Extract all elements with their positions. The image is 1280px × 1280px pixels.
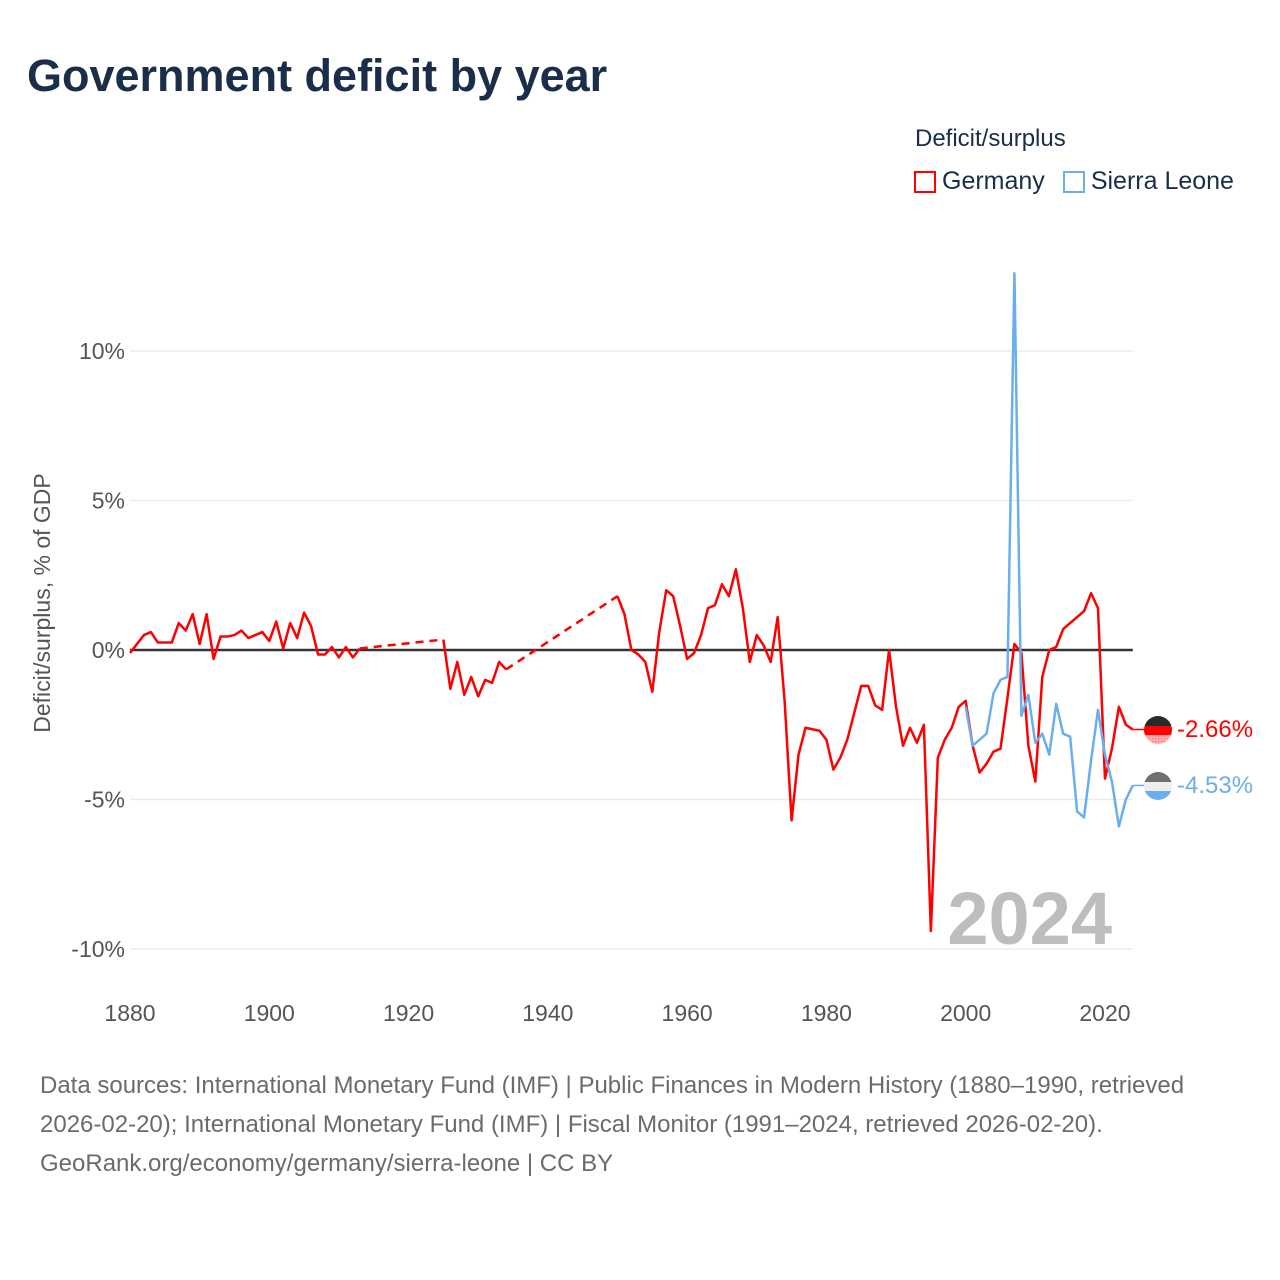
- germany-line-segment: [616, 568, 1134, 933]
- legend: Germany Sierra Leone: [914, 167, 1234, 196]
- germany-gap-line: [505, 595, 619, 671]
- legend-swatch-germany: [914, 170, 936, 193]
- x-tick-label: 2000: [940, 1000, 991, 1026]
- germany-gap-line: [359, 638, 444, 650]
- series-sierra-leone: [964, 272, 1145, 828]
- x-tick-label: 1880: [104, 1000, 155, 1026]
- x-tick-label: 1920: [383, 1000, 434, 1026]
- germany-line-segment: [442, 639, 507, 698]
- credit-link[interactable]: GeoRank.org/economy/germany/sierra-leone…: [40, 1150, 614, 1177]
- legend-item-sierra-leone[interactable]: Sierra Leone: [1062, 167, 1234, 196]
- x-tick-label: 2020: [1079, 1000, 1130, 1026]
- germany-end-label: -2.66%: [1177, 716, 1253, 743]
- data-sources: Data sources: International Monetary Fun…: [40, 1072, 1185, 1138]
- x-tick-label: 1980: [801, 1000, 852, 1026]
- sierra-leone-end-label: -4.53%: [1177, 772, 1253, 799]
- x-tick-label: 1900: [244, 1000, 295, 1026]
- y-tick-label: 10%: [79, 338, 125, 364]
- sierra-leone-line-segment: [964, 272, 1134, 828]
- series-germany: [129, 568, 1145, 933]
- footer: Data sources: International Monetary Fun…: [40, 1066, 1240, 1183]
- germany-line-segment: [129, 611, 361, 661]
- year-watermark: 2024: [947, 877, 1112, 960]
- sierra-leone-end-marker: [1144, 772, 1172, 800]
- y-tick-label: -10%: [71, 936, 125, 962]
- x-tick-label: 1960: [662, 1000, 713, 1026]
- legend-swatch-sierra-leone: [1062, 170, 1085, 193]
- legend-title: Deficit/surplus: [915, 125, 1066, 152]
- x-tick-label: 1940: [522, 1000, 573, 1026]
- chart-title: Government deficit by year: [27, 50, 608, 101]
- y-tick-label: 0%: [92, 637, 125, 663]
- legend-item-germany[interactable]: Germany: [914, 167, 1045, 196]
- y-tick-label: 5%: [92, 488, 125, 514]
- y-tick-label: -5%: [84, 787, 125, 813]
- y-axis-label: Deficit/surplus, % of GDP: [29, 473, 55, 732]
- germany-end-marker: [1144, 716, 1172, 744]
- legend-label: Germany: [942, 167, 1045, 195]
- legend-label: Sierra Leone: [1090, 167, 1234, 195]
